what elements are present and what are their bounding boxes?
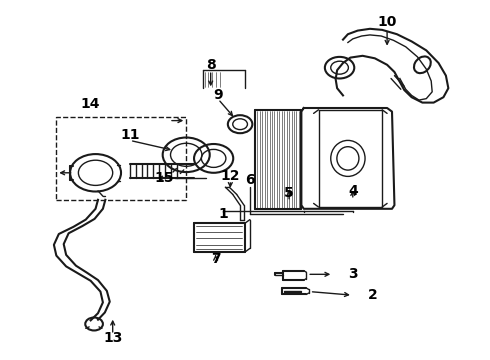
Text: 13: 13: [103, 332, 122, 345]
Text: 1: 1: [218, 207, 228, 221]
Text: 7: 7: [211, 252, 220, 266]
Text: 3: 3: [348, 267, 358, 280]
Text: 4: 4: [348, 184, 358, 198]
Text: 9: 9: [213, 89, 223, 102]
Text: 12: 12: [220, 170, 240, 183]
Text: 2: 2: [368, 288, 377, 302]
Text: 6: 6: [245, 173, 255, 187]
Text: 10: 10: [377, 15, 397, 28]
Text: 8: 8: [206, 58, 216, 72]
Text: 15: 15: [154, 171, 174, 185]
Text: 14: 14: [81, 98, 100, 111]
Text: 11: 11: [120, 128, 140, 142]
Bar: [56, 117, 186, 200]
Text: 5: 5: [284, 186, 294, 199]
